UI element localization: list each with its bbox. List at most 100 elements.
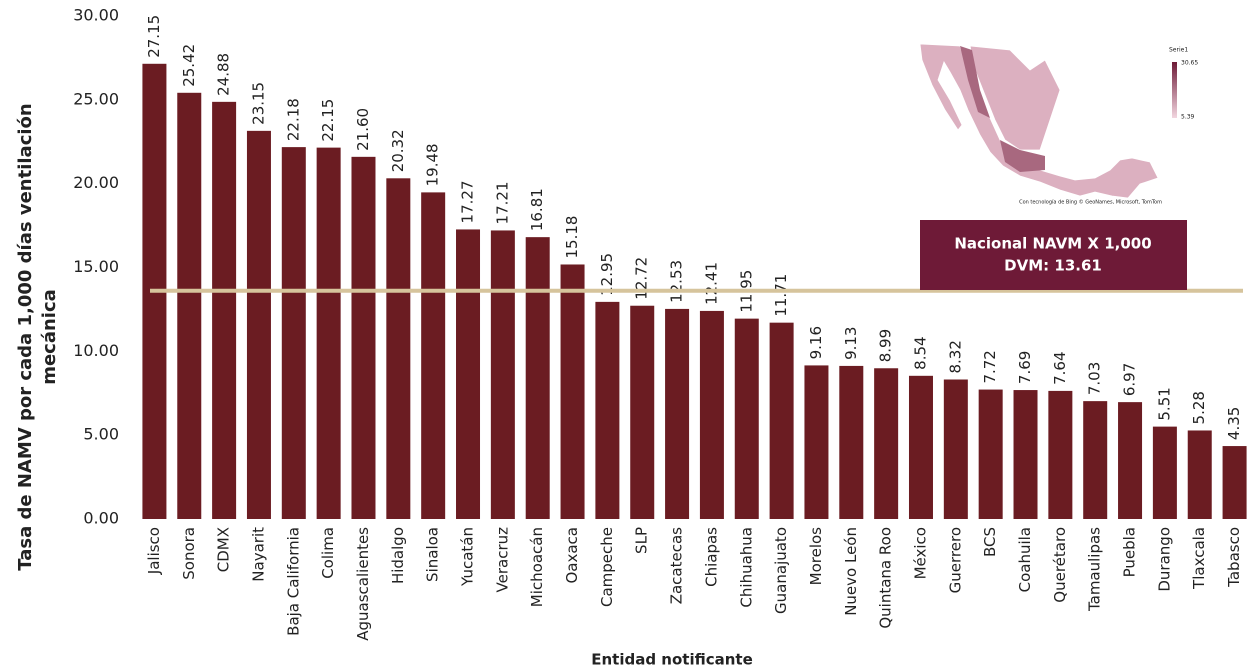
data-label: 11.71 xyxy=(772,274,790,317)
bar xyxy=(246,130,271,519)
reference-label: Nacional NAVM X 1,000 xyxy=(954,235,1151,253)
bar xyxy=(630,305,655,519)
data-label: 9.13 xyxy=(842,327,860,360)
bar xyxy=(595,301,620,519)
y-tick-label: 5.00 xyxy=(83,425,119,444)
data-label: 21.60 xyxy=(354,108,372,151)
data-label: 15.18 xyxy=(563,216,581,259)
bar xyxy=(908,375,933,519)
y-axis-label: Tasa de NAMV por cada 1,000 días ventila… xyxy=(15,103,36,570)
x-tick-label: Nuevo León xyxy=(842,527,860,616)
y-tick-label: 25.00 xyxy=(73,89,119,108)
map-region-dark xyxy=(960,46,1045,172)
bar xyxy=(177,92,202,520)
bar xyxy=(769,322,794,519)
bar xyxy=(281,147,306,519)
bar xyxy=(386,178,411,519)
x-tick-label: Guerrero xyxy=(946,527,964,593)
x-tick-label: Morelos xyxy=(807,527,825,586)
x-tick-label: Querétaro xyxy=(1051,527,1069,603)
bar xyxy=(699,310,724,519)
x-tick-label: Tabasco xyxy=(1225,527,1243,588)
data-label: 22.18 xyxy=(284,98,302,141)
y-tick-label: 20.00 xyxy=(73,173,119,192)
data-label: 12.41 xyxy=(702,262,720,305)
data-label: 5.28 xyxy=(1190,391,1208,424)
bar xyxy=(734,318,759,519)
bar xyxy=(665,308,690,519)
y-tick-label: 30.00 xyxy=(73,6,119,25)
bar xyxy=(212,101,237,519)
data-label: 27.15 xyxy=(145,15,163,58)
x-tick-label: BCS xyxy=(981,527,999,557)
data-label: 4.35 xyxy=(1225,407,1243,440)
x-tick-label: Veracruz xyxy=(493,527,511,593)
x-tick-label: Tamaulipas xyxy=(1086,527,1104,612)
data-label: 23.15 xyxy=(249,82,267,125)
y-tick-label: 10.00 xyxy=(73,341,119,360)
bar xyxy=(490,230,515,519)
x-tick-label: Puebla xyxy=(1121,527,1139,577)
data-label: 12.95 xyxy=(598,253,616,296)
bar xyxy=(978,389,1003,519)
x-tick-label: Guanajuato xyxy=(772,527,790,614)
data-label: 5.51 xyxy=(1155,387,1173,420)
bar xyxy=(525,237,550,519)
data-label: 6.97 xyxy=(1121,363,1139,396)
x-tick-label: Quintana Roo xyxy=(877,527,895,629)
data-label: 17.27 xyxy=(459,180,477,223)
map: Serie1 30.65 5.39 Con tecnología de Bing… xyxy=(919,43,1198,206)
bar xyxy=(804,365,829,519)
x-tick-label: Michoacán xyxy=(528,527,546,607)
bar xyxy=(421,192,446,520)
bar xyxy=(874,368,899,519)
data-label: 12.53 xyxy=(668,260,686,303)
x-tick-label: Chiapas xyxy=(702,527,720,587)
data-label: 24.88 xyxy=(215,53,233,96)
x-tick-label: SLP xyxy=(633,527,651,554)
x-tick-label: Jalisco xyxy=(145,527,163,575)
bar xyxy=(1083,401,1108,519)
map-attribution: Con tecnología de Bing © GeoNames, Micro… xyxy=(1019,199,1162,206)
x-tick-label: Aguascalientes xyxy=(354,527,372,641)
legend-title: Serie1 xyxy=(1169,47,1188,54)
data-label: 16.81 xyxy=(528,188,546,231)
x-tick-label: México xyxy=(911,527,929,579)
data-label: 25.42 xyxy=(180,44,198,87)
bar xyxy=(943,379,968,519)
bar xyxy=(351,156,376,519)
x-tick-label: Chihuahua xyxy=(737,527,755,608)
x-tick-label: CDMX xyxy=(215,527,233,572)
x-tick-label: Sinaloa xyxy=(424,527,442,582)
data-label: 8.99 xyxy=(877,329,895,362)
map-shape xyxy=(919,43,1159,199)
data-label: 9.16 xyxy=(807,326,825,359)
y-axis-label: mecánica xyxy=(39,289,60,385)
legend-tick: 30.65 xyxy=(1181,60,1198,67)
x-tick-label: Colima xyxy=(319,527,337,579)
bar xyxy=(1013,390,1038,519)
x-tick-label: Durango xyxy=(1155,527,1173,592)
data-label: 20.32 xyxy=(389,129,407,172)
reference-label: DVM: 13.61 xyxy=(1004,257,1102,275)
x-tick-label: Yucatán xyxy=(459,527,477,587)
data-label: 22.15 xyxy=(319,99,337,142)
data-label: 17.21 xyxy=(493,181,511,224)
x-tick-label: Zacatecas xyxy=(668,527,686,604)
bar xyxy=(839,365,864,519)
bar xyxy=(456,229,481,519)
x-tick-label: Hidalgo xyxy=(389,527,407,584)
data-label: 19.48 xyxy=(424,143,442,186)
data-label: 8.32 xyxy=(946,340,964,373)
data-label: 7.72 xyxy=(981,350,999,383)
x-tick-label: Campeche xyxy=(598,527,616,607)
bar xyxy=(1118,402,1143,519)
bar xyxy=(560,264,585,519)
data-label: 7.69 xyxy=(1016,351,1034,384)
x-axis-label: Entidad notificante xyxy=(591,651,753,669)
x-tick-label: Baja California xyxy=(284,527,302,636)
y-tick-label: 0.00 xyxy=(83,509,119,528)
x-tick-label: Tlaxcala xyxy=(1190,527,1208,590)
x-tick-label: Nayarit xyxy=(249,527,267,582)
